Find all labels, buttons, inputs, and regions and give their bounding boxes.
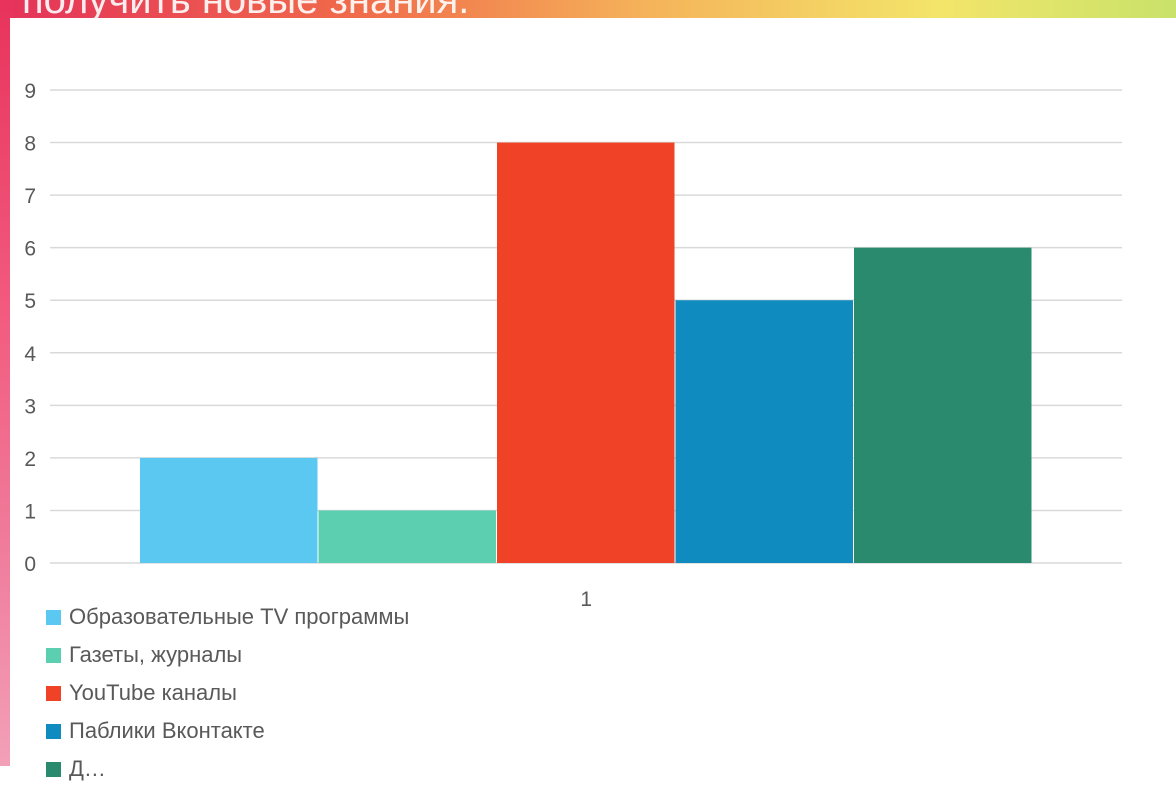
y-tick-label: 3: [24, 395, 36, 418]
y-tick-label: 9: [24, 80, 36, 103]
legend-item: Паблики Вконтакте: [46, 712, 409, 750]
bar: [140, 457, 318, 563]
y-tick-label: 2: [24, 448, 36, 471]
legend-swatch: [46, 647, 61, 663]
legend-label: Образовательные TV программы: [69, 604, 410, 629]
legend-item: Газеты, журналы: [46, 636, 409, 674]
slide-title: получить новые знания.: [22, 0, 469, 20]
y-tick-label: 4: [24, 343, 36, 366]
bar: [497, 142, 675, 564]
legend-item: Образовательные TV программы: [46, 598, 409, 636]
chart-legend: Образовательные TV программы Газеты, журн…: [46, 598, 409, 788]
bar: [675, 300, 853, 563]
legend-label: Д…: [69, 756, 106, 781]
y-tick-label: 6: [24, 238, 36, 261]
bar-chart: 0 1 2 3 4 5 6 7 8 9 1: [24, 80, 1122, 611]
legend-item: Д…: [46, 750, 409, 788]
legend-label: Паблики Вконтакте: [69, 718, 265, 743]
y-tick-label: 8: [24, 133, 36, 156]
y-tick-label: 7: [24, 185, 36, 208]
legend-swatch: [46, 609, 61, 625]
y-tick-label: 0: [24, 553, 36, 576]
legend-item: YouTube каналы: [46, 674, 409, 712]
x-tick-label: 1: [580, 588, 592, 611]
legend-label: YouTube каналы: [69, 680, 237, 705]
y-tick-label: 1: [24, 500, 36, 523]
bar: [318, 510, 496, 563]
legend-swatch: [46, 761, 61, 777]
legend-swatch: [46, 723, 61, 739]
legend-label: Газеты, журналы: [69, 642, 243, 667]
y-tick-label: 5: [24, 290, 36, 313]
legend-swatch: [46, 685, 61, 701]
bar: [854, 247, 1032, 563]
